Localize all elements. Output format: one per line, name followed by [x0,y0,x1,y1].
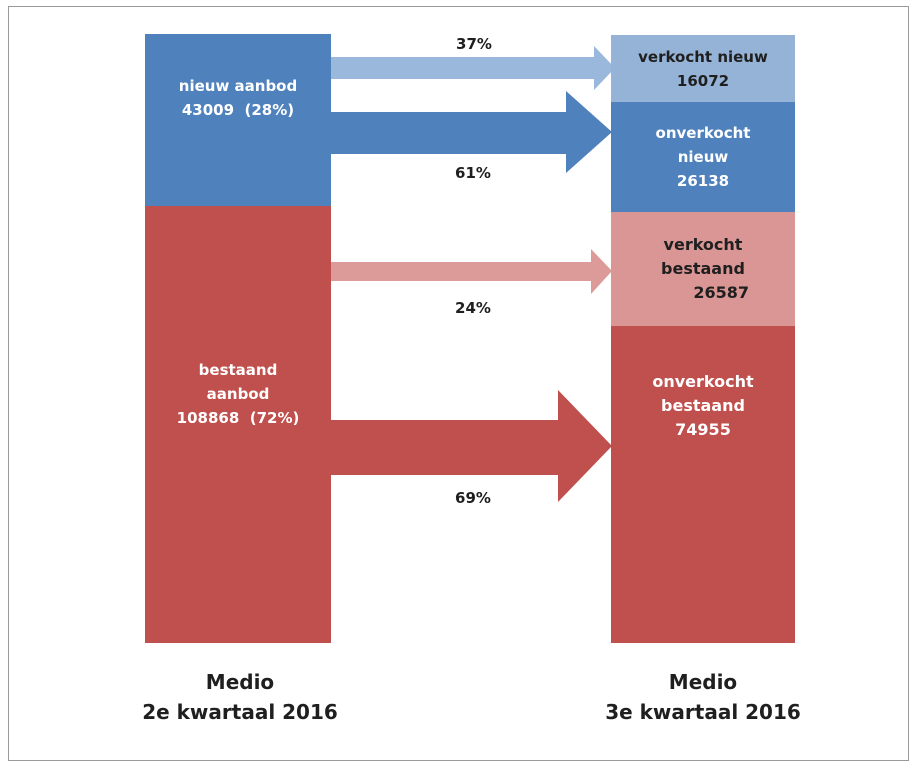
period-right-line2: 3e kwartaal 2016 [605,700,801,724]
sold-new-label: verkocht nieuw [638,47,768,66]
arrow-existing-sold [331,249,612,294]
unsold-existing-value: 74955 [675,420,731,439]
existing-supply-block: bestaand aanbod 108868 (72%) [145,206,331,643]
unsold-new-block: onverkocht nieuw 26138 [611,102,795,212]
sold-existing-label-2: bestaand [661,259,745,278]
pct-existing-unsold: 69% [455,489,491,507]
sold-new-value: 16072 [676,71,730,90]
arrow-new-sold [331,46,615,90]
unsold-existing-label-2: bestaand [661,396,745,415]
new-supply-label: nieuw aanbod [178,77,298,95]
existing-supply-label-1: bestaand [198,361,278,379]
existing-supply-label-2: aanbod [206,385,270,403]
existing-supply-value: 108868 (72%) [176,409,300,427]
period-left-line2: 2e kwartaal 2016 [142,700,338,724]
pct-new-sold: 37% [456,35,492,53]
arrow-existing-unsold [331,390,612,502]
pct-existing-sold: 24% [455,299,491,317]
unsold-new-label-1: onverkocht [655,124,751,142]
pct-new-unsold: 61% [455,164,491,182]
sold-new-block: verkocht nieuw 16072 [611,35,795,102]
arrow-new-unsold [331,91,612,173]
unsold-new-value: 26138 [676,172,730,190]
period-left-line1: Medio [205,670,275,694]
period-right-line1: Medio [668,670,738,694]
unsold-existing-block: onverkocht bestaand 74955 [611,326,795,643]
unsold-existing-label-1: onverkocht [652,372,754,391]
sold-existing-block: verkocht bestaand 26587 [611,212,795,326]
new-supply-block: nieuw aanbod 43009 (28%) [145,34,331,206]
new-supply-value: 43009 (28%) [181,101,295,119]
period-left: Medio 2e kwartaal 2016 [120,667,360,727]
unsold-new-label-2: nieuw [677,148,729,166]
period-right: Medio 3e kwartaal 2016 [583,667,823,727]
sold-existing-value: 26587 [693,283,749,302]
sold-existing-label-1: verkocht [663,235,743,254]
